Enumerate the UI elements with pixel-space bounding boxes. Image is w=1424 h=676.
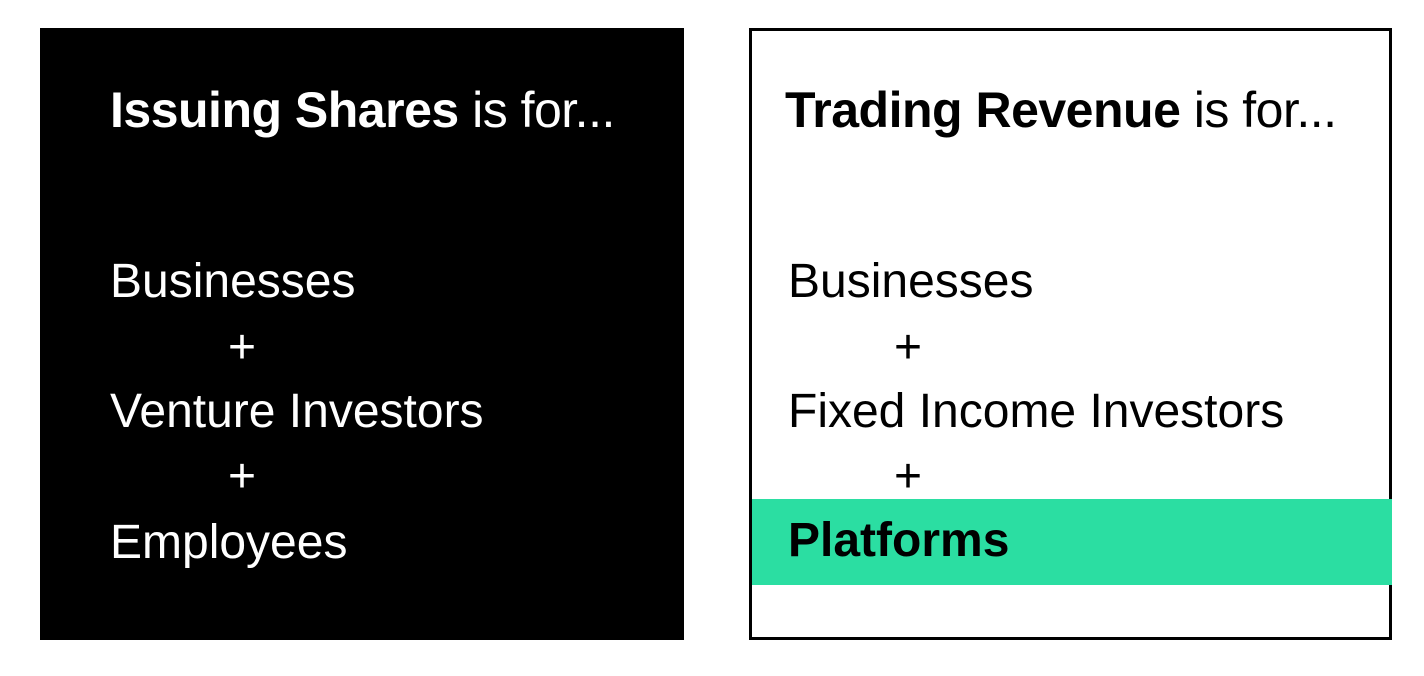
item-platforms: Platforms <box>788 514 1010 567</box>
heading-strong: Trading Revenue <box>785 82 1181 138</box>
heading-rest: is for... <box>458 82 615 138</box>
issuing-shares-heading: Issuing Shares is for... <box>110 80 615 140</box>
item-venture-investors: Venture Investors <box>110 385 484 438</box>
platforms-highlight: Platforms <box>752 499 1392 585</box>
issuing-shares-panel: Issuing Shares is for... Businesses + Ve… <box>40 28 684 640</box>
plus-sign: + <box>894 450 923 503</box>
heading-strong: Issuing Shares <box>110 82 459 138</box>
heading-rest: is for... <box>1180 82 1337 138</box>
item-businesses: Businesses <box>110 255 356 308</box>
item-fixed-income-investors: Fixed Income Investors <box>788 385 1285 438</box>
trading-revenue-panel: Trading Revenue is for... Businesses + F… <box>749 28 1392 640</box>
item-employees: Employees <box>110 516 348 569</box>
trading-revenue-heading: Trading Revenue is for... <box>785 80 1337 140</box>
plus-sign: + <box>894 321 923 374</box>
plus-sign: + <box>228 450 257 503</box>
item-businesses: Businesses <box>788 255 1034 308</box>
plus-sign: + <box>228 321 257 374</box>
